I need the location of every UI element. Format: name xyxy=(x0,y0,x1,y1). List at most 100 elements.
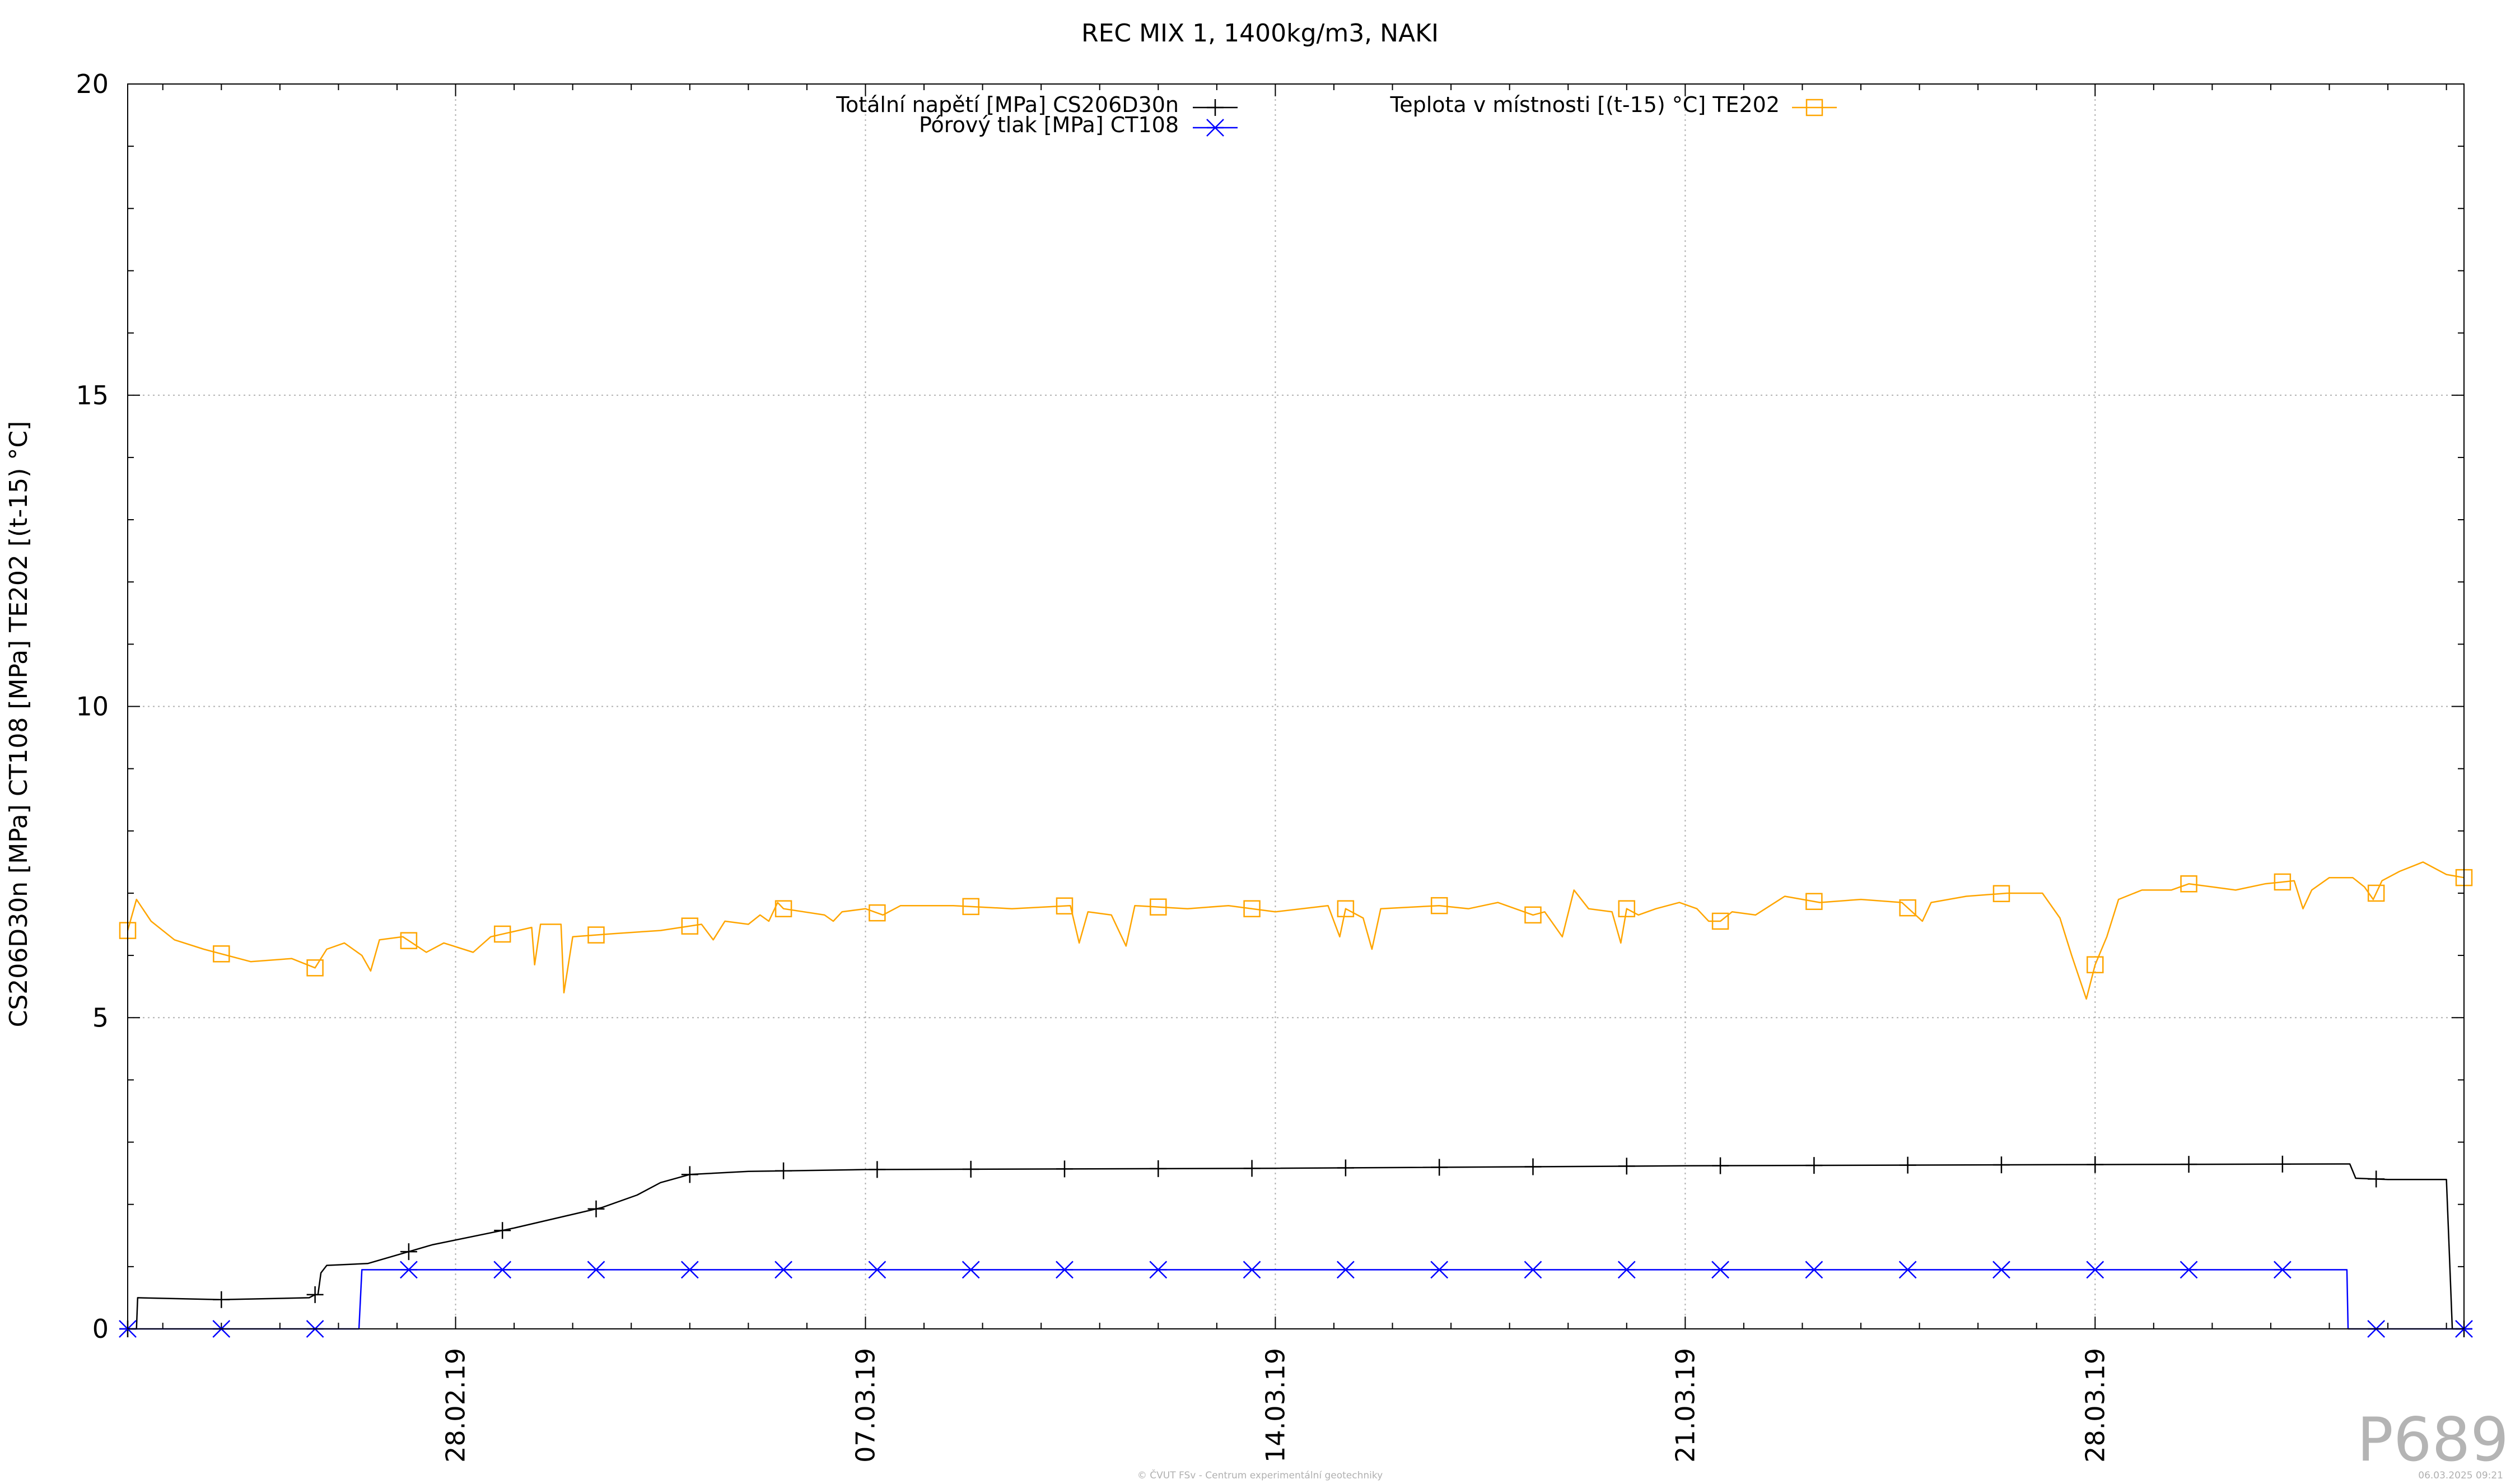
legend-item-te202: Teplota v místnosti [(t-15) °C] TE202 xyxy=(1389,92,1837,117)
series-point-cs206d30n xyxy=(400,1243,417,1261)
x-tick-label: 14.03.19 xyxy=(1260,1348,1290,1463)
series-point-te202 xyxy=(1992,885,2010,902)
series-point-cs206d30n xyxy=(2368,1170,2385,1188)
series-point-cs206d30n xyxy=(1618,1158,1635,1175)
chart-title: REC MIX 1, 1400kg/m3, NAKI xyxy=(1081,19,1439,48)
grid xyxy=(128,84,2464,1329)
series-point-ct108 xyxy=(400,1261,418,1279)
y-axis-label: CS206D30n [MPa] CT108 [MPa] TE202 [(t-15… xyxy=(4,421,33,1028)
x-tick-label: 07.03.19 xyxy=(850,1348,880,1463)
series-point-te202 xyxy=(1618,900,1636,917)
series-point-te202 xyxy=(1150,898,1167,916)
series-point-te202 xyxy=(2367,884,2385,902)
series-point-cs206d30n xyxy=(1805,1157,1823,1174)
series-point-te202 xyxy=(400,932,418,949)
x-tick-label: 28.03.19 xyxy=(2080,1348,2110,1463)
series-point-ct108 xyxy=(1805,1261,1823,1279)
series-layer xyxy=(119,861,2473,1338)
series-point-te202 xyxy=(1337,900,1355,917)
series-point-ct108 xyxy=(1524,1261,1542,1279)
series-point-te202 xyxy=(2274,873,2292,891)
series-point-te202 xyxy=(869,904,886,922)
series-point-ct108 xyxy=(868,1261,886,1279)
series-point-cs206d30n xyxy=(1524,1158,1542,1175)
y-tick-label: 20 xyxy=(76,69,109,99)
legend-marker xyxy=(1805,99,1823,116)
legend-item-ct108: Pórový tlak [MPa] CT108 xyxy=(919,113,1238,137)
series-point-cs206d30n xyxy=(2087,1156,2104,1173)
series-point-ct108 xyxy=(1617,1261,1636,1279)
series-point-cs206d30n xyxy=(494,1222,511,1239)
series-point-ct108 xyxy=(493,1261,512,1279)
y-tick-label: 0 xyxy=(92,1314,109,1344)
legend-marker xyxy=(1206,119,1224,137)
series-point-ct108 xyxy=(1056,1261,1074,1279)
legend-label: Teplota v místnosti [(t-15) °C] TE202 xyxy=(1389,92,1780,117)
series-point-cs206d30n xyxy=(213,1291,230,1308)
series-point-cs206d30n xyxy=(1150,1160,1167,1177)
series-point-te202 xyxy=(1805,893,1823,911)
legend-label: Totální napětí [MPa] CS206D30n xyxy=(836,92,1179,117)
series-point-ct108 xyxy=(774,1261,792,1279)
series-point-cs206d30n xyxy=(681,1166,698,1183)
series-line-cs206d30n xyxy=(128,1163,2464,1330)
series-point-te202 xyxy=(1524,906,1542,924)
series-point-cs206d30n xyxy=(1337,1159,1354,1177)
series-point-te202 xyxy=(1430,897,1448,914)
x-tick-label: 21.03.19 xyxy=(1670,1348,1700,1463)
series-point-ct108 xyxy=(1711,1261,1729,1279)
legend-label: Pórový tlak [MPa] CT108 xyxy=(919,113,1179,137)
series-point-cs206d30n xyxy=(962,1160,979,1178)
series-point-te202 xyxy=(1899,899,1916,917)
series-point-te202 xyxy=(681,917,699,935)
series-point-te202 xyxy=(1056,897,1074,914)
y-tick-label: 15 xyxy=(76,380,109,410)
legend-marker xyxy=(1207,99,1224,116)
series-point-ct108 xyxy=(2273,1261,2292,1279)
series-point-cs206d30n xyxy=(1992,1156,2010,1174)
series-point-te202 xyxy=(774,900,792,917)
series-point-ct108 xyxy=(1898,1261,1917,1279)
series-point-ct108 xyxy=(1149,1261,1168,1279)
series-point-cs206d30n xyxy=(2274,1155,2291,1173)
series-point-ct108 xyxy=(2180,1261,2198,1279)
series-point-te202 xyxy=(587,926,605,944)
series-point-ct108 xyxy=(1243,1261,1261,1279)
footer-timestamp: 06.03.2025 09:21 xyxy=(2418,1470,2503,1481)
series-point-cs206d30n xyxy=(306,1286,324,1303)
series-point-cs206d30n xyxy=(1243,1160,1261,1177)
series-point-ct108 xyxy=(680,1261,699,1279)
x-tick-label: 28.02.19 xyxy=(441,1348,471,1463)
series-point-te202 xyxy=(306,959,324,977)
series-point-cs206d30n xyxy=(587,1200,605,1217)
series-point-ct108 xyxy=(587,1261,605,1279)
series-point-cs206d30n xyxy=(869,1161,886,1178)
axis-ticks: 0 5 10 15 20 28.02.19 07.03.19 14.03.19 21.03.19… xyxy=(76,69,2464,1463)
footer-copyright: © ČVUT FSv - Centrum experimentální geot… xyxy=(1137,1469,1383,1481)
series-point-te202 xyxy=(493,925,511,943)
watermark-label: P689 xyxy=(2357,1405,2509,1475)
series-point-ct108 xyxy=(962,1261,980,1279)
series-point-cs206d30n xyxy=(1899,1156,1916,1174)
series-point-te202 xyxy=(213,945,230,963)
series-point-ct108 xyxy=(1430,1261,1449,1279)
y-tick-label: 5 xyxy=(92,1002,109,1033)
series-point-ct108 xyxy=(1336,1261,1355,1279)
series-point-cs206d30n xyxy=(1056,1160,1073,1178)
series-line-te202 xyxy=(127,861,2465,1000)
series-point-te202 xyxy=(2180,875,2197,893)
series-point-ct108 xyxy=(2086,1261,2104,1279)
series-point-te202 xyxy=(1711,912,1729,930)
series-point-ct108 xyxy=(1992,1261,2010,1279)
series-te202 xyxy=(119,861,2473,1000)
series-point-te202 xyxy=(1243,900,1261,917)
y-tick-label: 10 xyxy=(76,692,109,722)
series-point-te202 xyxy=(2087,956,2104,974)
series-point-cs206d30n xyxy=(775,1162,792,1179)
series-point-cs206d30n xyxy=(1712,1157,1729,1174)
plot-frame xyxy=(127,83,2465,1329)
legend-item-cs206d30n: Totální napětí [MPa] CS206D30n xyxy=(836,92,1238,117)
